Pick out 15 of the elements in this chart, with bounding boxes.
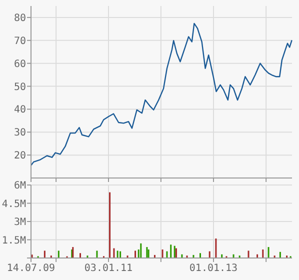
y-tick-label: 40 bbox=[14, 104, 26, 116]
y-tick-label: 60 bbox=[14, 58, 26, 70]
y-tick-label: 3M bbox=[14, 217, 26, 228]
y-tick-label: 70 bbox=[14, 36, 26, 47]
y-tick-label: 20 bbox=[14, 150, 26, 162]
line-series bbox=[30, 22, 292, 166]
x-tick-label: 03.01.11 bbox=[84, 263, 133, 274]
y-tick-label: 1.5M bbox=[2, 235, 26, 246]
y-tick-label: 80 bbox=[14, 12, 26, 24]
y-tick-label: 30 bbox=[14, 128, 26, 139]
y-tick-label: 4.5M bbox=[2, 198, 26, 210]
y-tick-label: 6M bbox=[14, 180, 26, 192]
x-tick-label: 14.07.09 bbox=[6, 263, 56, 274]
x-tick-label: 01.01.13 bbox=[189, 263, 238, 274]
y-tick-label: 50 bbox=[14, 82, 26, 93]
